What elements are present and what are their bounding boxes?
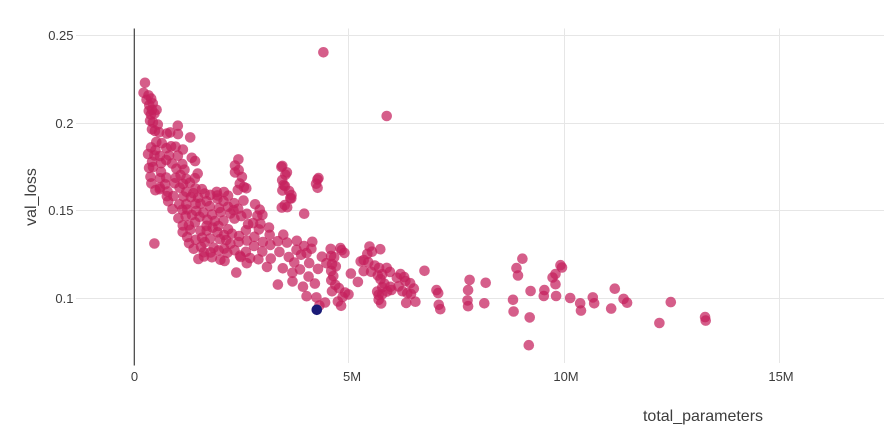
svg-text:total_parameters: total_parameters [643,408,763,425]
svg-text:0.25: 0.25 [48,28,73,43]
svg-text:5M: 5M [343,369,361,384]
svg-text:10M: 10M [553,369,578,384]
svg-text:15M: 15M [768,369,793,384]
svg-text:0: 0 [131,369,138,384]
svg-text:0.1: 0.1 [55,291,73,306]
svg-text:0.15: 0.15 [48,203,73,218]
svg-text:0.2: 0.2 [55,116,73,131]
svg-text:val_loss: val_loss [23,168,40,226]
